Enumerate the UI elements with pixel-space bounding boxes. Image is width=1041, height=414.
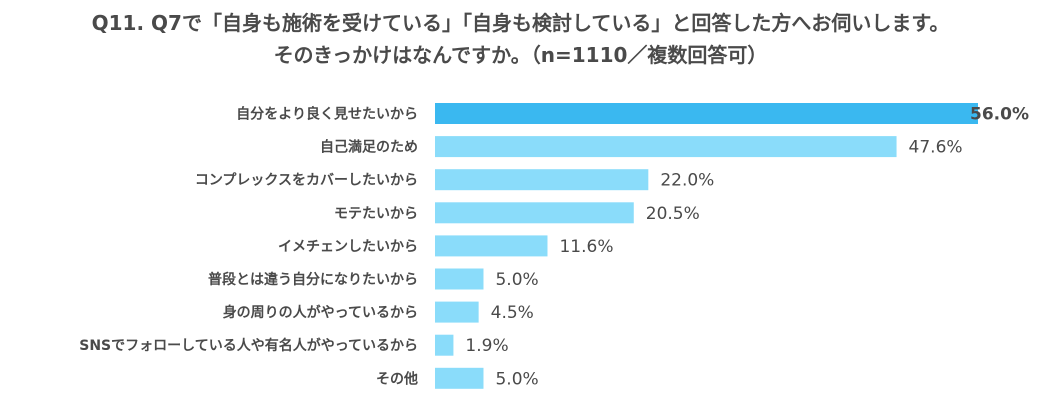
category-label: SNSでフォローしている人や有名人がやっているから <box>79 337 418 354</box>
category-label: コンプレックスをカバーしたいから <box>195 173 418 189</box>
bar <box>435 334 454 356</box>
value-label: 4.5% <box>491 303 534 323</box>
category-label: イメチェンしたいから <box>278 239 418 255</box>
bar <box>435 235 548 257</box>
value-label: 56.0% <box>970 105 1029 125</box>
category-label: モテたいから <box>334 206 418 222</box>
value-label: 47.6% <box>909 138 963 158</box>
category-label: 自己満足のため <box>320 139 418 156</box>
value-label: 5.0% <box>495 270 538 290</box>
category-label: 普段とは違う自分になりたいから <box>208 271 418 288</box>
value-label: 5.0% <box>495 369 538 389</box>
bar <box>435 169 649 191</box>
bar <box>435 103 978 124</box>
value-label: 11.6% <box>559 237 613 257</box>
bar <box>435 367 484 389</box>
bar <box>435 136 897 158</box>
bar <box>435 268 484 290</box>
category-label: 身の周りの人がやっているから <box>223 304 418 321</box>
category-label: 自分をより良く見せたいから <box>236 106 418 123</box>
bar <box>435 301 479 323</box>
category-label: その他 <box>376 370 418 387</box>
value-label: 22.0% <box>660 171 714 191</box>
bar <box>435 202 634 224</box>
chart-subtitle: そのきっかけはなんですか。（n=1110／複数回答可） <box>273 43 768 67</box>
chart-title: Q11. Q7で「自身も施術を受けている」「自身も検討している」と回答した方へお… <box>91 11 950 35</box>
value-label: 20.5% <box>646 204 700 224</box>
value-label: 1.9% <box>465 336 508 356</box>
